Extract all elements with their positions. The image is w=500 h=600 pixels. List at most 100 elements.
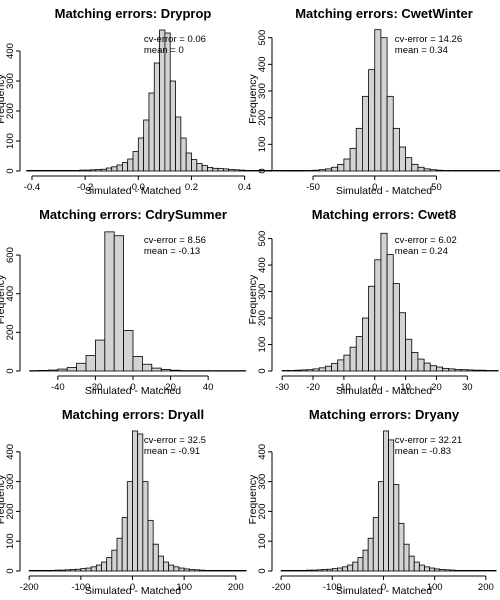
x-tick-label: 50 — [431, 182, 442, 193]
y-tick-label: 300 — [257, 474, 268, 490]
stat-annotation: cv-error = 32.21 — [395, 435, 462, 446]
histogram-bar — [405, 157, 413, 172]
histogram-bar — [399, 146, 406, 172]
histogram-bar — [49, 570, 56, 572]
histogram-bar — [228, 169, 235, 172]
histogram-bar — [429, 169, 437, 172]
histogram-bar — [178, 567, 185, 572]
histogram-bar — [372, 516, 379, 572]
histogram-bar — [179, 370, 190, 372]
histogram-bar — [491, 170, 499, 172]
histogram-bar — [436, 169, 444, 172]
histogram-bar — [281, 170, 289, 172]
histogram-bar — [44, 570, 51, 572]
histogram-bar — [76, 362, 87, 372]
histogram-bar — [127, 158, 134, 172]
histogram-bar — [240, 570, 247, 572]
histogram-bar — [217, 370, 228, 372]
y-tick-label: 200 — [257, 110, 268, 126]
x-tick-label: 0.2 — [185, 182, 198, 193]
chart-title: Matching errors: CwetWinter — [295, 6, 473, 21]
histogram-bar — [191, 159, 198, 172]
y-tick-label: 100 — [257, 136, 268, 152]
y-tick-label: 400 — [5, 43, 16, 59]
histogram-bar — [491, 370, 499, 372]
histogram-bar — [352, 561, 359, 572]
histogram-bar — [66, 367, 78, 372]
histogram-bar — [324, 168, 332, 172]
histogram-bar — [312, 169, 320, 172]
histogram-bar — [111, 166, 118, 172]
histogram-bar — [199, 569, 206, 572]
histogram-bar — [116, 537, 123, 572]
histogram-bar — [137, 433, 144, 572]
chart-title: Matching errors: CdrySummer — [39, 207, 227, 222]
histogram-bar — [490, 570, 497, 572]
histogram-bar — [418, 564, 425, 572]
y-tick-label: 400 — [257, 257, 268, 273]
x-tick-label: 10 — [400, 382, 411, 393]
histogram-bar — [188, 569, 195, 572]
x-tick-label: -40 — [51, 382, 65, 393]
y-tick-label: 0 — [5, 568, 16, 573]
histogram-bar — [238, 169, 246, 172]
histogram-bar — [296, 570, 302, 572]
histogram-bar — [287, 370, 295, 372]
histogram-bar — [244, 169, 251, 172]
histogram-bar — [318, 367, 326, 372]
histogram-bar — [168, 564, 175, 572]
y-tick-label: 300 — [5, 73, 16, 89]
histogram-bar — [194, 569, 201, 572]
x-tick-label: 40 — [203, 382, 214, 393]
histogram-bar — [163, 561, 170, 572]
histogram-bar — [355, 127, 363, 172]
histogram-bar — [434, 568, 441, 572]
histogram-bar — [466, 170, 474, 172]
histogram-bar — [147, 519, 154, 572]
histogram-bar — [301, 570, 308, 572]
y-tick-label: 400 — [5, 286, 16, 302]
histogram-bar — [367, 537, 374, 572]
histogram-bar — [473, 170, 481, 172]
y-axis-label: Frequency — [247, 474, 259, 524]
histogram-bar — [464, 570, 471, 572]
histogram-bar — [306, 369, 314, 372]
histogram-bar — [321, 569, 328, 572]
histogram-bar — [64, 569, 71, 572]
histogram-bar — [151, 367, 162, 372]
x-tick-label: 30 — [462, 382, 473, 393]
histogram-bar — [183, 568, 190, 572]
histogram-bar — [95, 564, 102, 572]
histogram-bar — [121, 162, 129, 172]
histogram-panel: Matching errors: CdrySummer-40 -20 0 20 4002… — [0, 207, 247, 397]
stat-annotation: mean = 0.34 — [395, 45, 448, 56]
stat-annotation: cv-error = 8.56 — [144, 235, 206, 246]
histogram-bar — [473, 369, 481, 372]
histogram-bar — [374, 29, 382, 172]
histogram-bar — [132, 151, 139, 172]
x-tick-label: -200 — [272, 582, 291, 593]
histogram-bar — [212, 167, 219, 172]
x-tick-label: 0 — [372, 382, 377, 393]
y-tick-label: 0 — [257, 368, 268, 373]
histogram-bar — [106, 167, 113, 172]
histogram-bar — [417, 166, 425, 172]
x-axis-label: Simulated - Matched — [336, 585, 432, 597]
x-tick-label: -100 — [323, 582, 342, 593]
x-tick-label: 200 — [228, 582, 244, 593]
histogram-bar — [393, 484, 400, 572]
x-tick-label: 0.0 — [132, 182, 145, 193]
histogram-bar — [368, 285, 376, 372]
histogram-bar — [153, 62, 160, 172]
histogram-bar — [42, 169, 49, 172]
histogram-bar — [68, 169, 75, 172]
histogram-bar — [448, 170, 456, 172]
histogram-bar — [388, 439, 395, 572]
histogram-bar — [343, 354, 351, 372]
histogram-bar — [169, 80, 176, 172]
histogram-bar — [300, 369, 308, 372]
histogram-bar — [126, 481, 133, 572]
stat-annotation: cv-error = 0.06 — [144, 34, 206, 45]
y-tick-label: 200 — [5, 103, 16, 119]
histogram-bar — [337, 359, 345, 372]
